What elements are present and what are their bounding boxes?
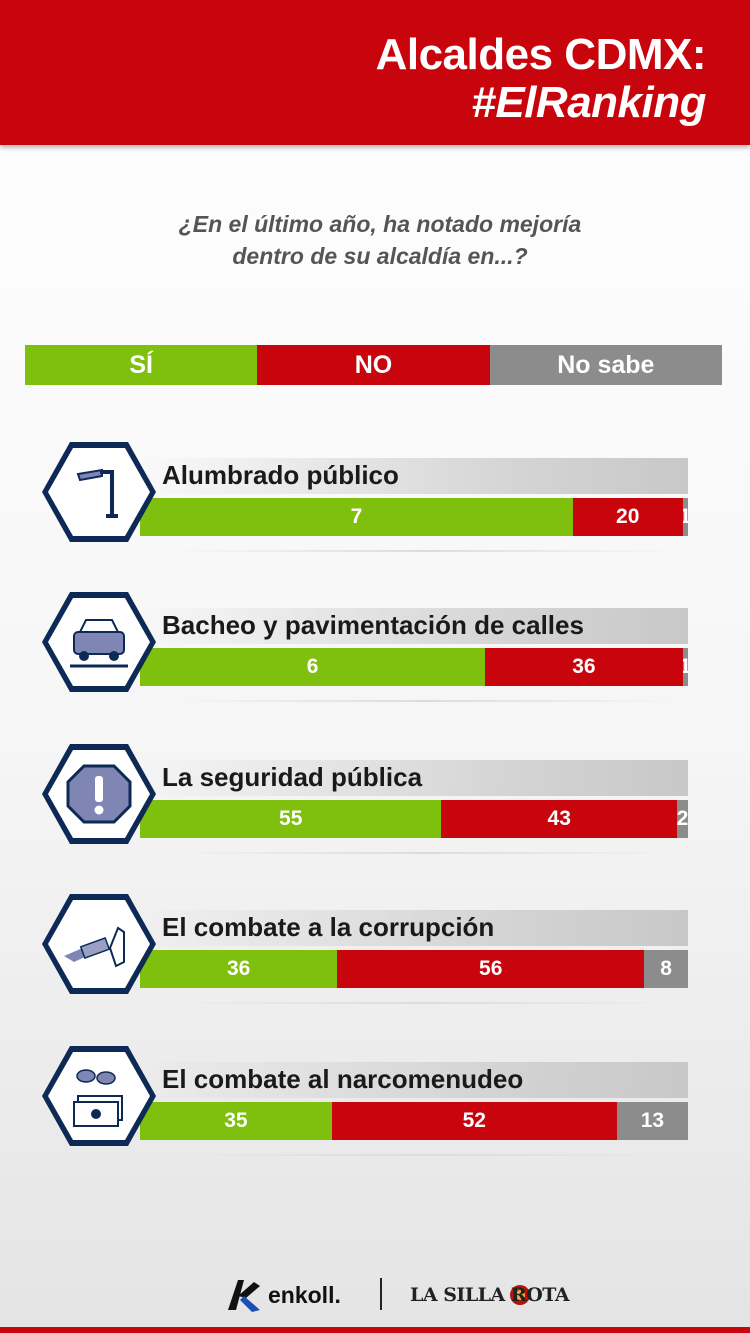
- bar-segment-unknown: 1: [682, 648, 688, 686]
- row-divider: [170, 1154, 680, 1156]
- bar-value-label: 13: [640, 1109, 665, 1132]
- row-label-background: [140, 1062, 688, 1098]
- street-lamp-icon: [42, 442, 156, 542]
- bar-segment-unknown: 8: [644, 950, 688, 988]
- bar-segment-no: 20: [572, 498, 683, 536]
- bar-value-label: 36: [572, 655, 596, 678]
- legend-no: NO: [257, 345, 490, 385]
- bottom-accent-line: [0, 1327, 750, 1333]
- bribe-refusal-icon: [42, 894, 156, 994]
- enkoll-logo-icon: [228, 1280, 260, 1312]
- header-banner: Alcaldes CDMX: #ElRanking: [0, 0, 750, 145]
- row-label-background: [140, 608, 688, 644]
- security-warning-icon: [42, 744, 156, 844]
- row-label-background: [140, 458, 688, 494]
- footer-separator: [380, 1278, 382, 1310]
- page-hashtag: #ElRanking: [471, 78, 706, 127]
- bar-segment-no: 43: [441, 800, 678, 838]
- bar-value-label: 52: [462, 1109, 486, 1132]
- bar-segment-no: 52: [331, 1102, 617, 1140]
- row-divider: [170, 550, 680, 552]
- question-line-2: dentro de su alcaldía en...?: [232, 243, 528, 269]
- row-divider: [170, 1002, 680, 1004]
- bar-segment-unknown: 2: [677, 800, 688, 838]
- chart-row: Bacheo y pavimentación de calles 6 36 1: [0, 592, 750, 750]
- bar-value-label: 7: [350, 505, 363, 528]
- bar-segment-unknown: 1: [682, 498, 688, 536]
- bar-value-label: 1: [683, 655, 688, 679]
- row-category-label: Alumbrado público: [162, 460, 399, 490]
- bar-segment-yes: 36: [140, 950, 338, 988]
- bar-segment-yes: 6: [140, 648, 486, 686]
- chart-row: Alumbrado público 7 20 1: [0, 442, 750, 600]
- row-category-label: El combate a la corrupción: [162, 912, 495, 942]
- chart-row: El combate a la corrupción 36 56 8: [0, 894, 750, 1052]
- bar-segment-yes: 55: [140, 800, 442, 838]
- silla-rota-logo-text: LA SILLA ROTA: [410, 1284, 570, 1306]
- stacked-bar: 55 43 2: [140, 800, 688, 838]
- bar-value-label: 1: [683, 505, 688, 529]
- legend-yes: SÍ: [25, 345, 258, 385]
- legend: SÍ NO No sabe: [25, 345, 722, 385]
- bar-value-label: 20: [616, 505, 640, 528]
- survey-question: ¿En el último año, ha notado mejoría den…: [0, 208, 750, 272]
- car-pothole-icon: [42, 592, 156, 692]
- bar-value-label: 2: [677, 807, 688, 830]
- bar-value-label: 36: [226, 957, 251, 980]
- row-label-background: [140, 910, 688, 946]
- bar-value-label: 8: [660, 957, 672, 980]
- row-category-label: El combate al narcomenudeo: [162, 1064, 524, 1094]
- bar-value-label: 56: [479, 957, 503, 980]
- row-category-label: Bacheo y pavimentación de calles: [162, 610, 584, 640]
- bar-segment-no: 56: [337, 950, 645, 988]
- bar-value-label: 35: [224, 1109, 248, 1132]
- bar-segment-unknown: 13: [616, 1102, 688, 1140]
- bar-segment-no: 36: [485, 648, 683, 686]
- bar-value-label: 43: [547, 807, 571, 830]
- stacked-bar: 6 36 1: [140, 648, 688, 686]
- enkoll-logo-text: enkoll.: [268, 1282, 341, 1308]
- bar-segment-yes: 7: [140, 498, 573, 536]
- row-label-background: [140, 760, 688, 796]
- bar-value-label: 6: [306, 655, 319, 678]
- question-line-1: ¿En el último año, ha notado mejoría: [178, 211, 582, 237]
- drugs-money-icon: [42, 1046, 156, 1146]
- chart-row: La seguridad pública 55 43 2: [0, 744, 750, 902]
- stacked-bar: 7 20 1: [140, 498, 688, 536]
- legend-unknown: No sabe: [489, 345, 722, 385]
- stacked-bar: 36 56 8: [140, 950, 688, 988]
- silla-rota-emblem-icon: [510, 1285, 530, 1305]
- page-title: Alcaldes CDMX:: [375, 30, 707, 79]
- row-divider: [170, 852, 680, 854]
- footer: enkoll. LA SILLA ROTA: [0, 1270, 750, 1320]
- stacked-bar: 35 52 13: [140, 1102, 688, 1140]
- row-divider: [170, 700, 680, 702]
- bar-segment-yes: 35: [140, 1102, 332, 1140]
- row-category-label: La seguridad pública: [162, 762, 423, 792]
- chart-row: El combate al narcomenudeo 35 52 13: [0, 1046, 750, 1204]
- bar-value-label: 55: [279, 807, 303, 830]
